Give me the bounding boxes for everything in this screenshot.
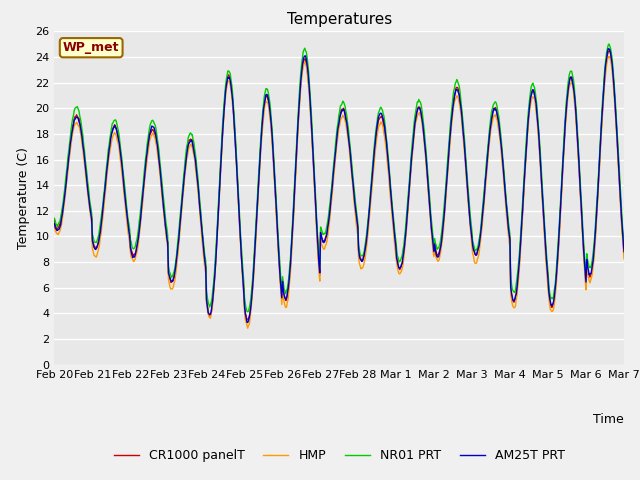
Line: HMP: HMP — [54, 57, 624, 328]
Legend: CR1000 panelT, HMP, NR01 PRT, AM25T PRT: CR1000 panelT, HMP, NR01 PRT, AM25T PRT — [109, 444, 570, 468]
Text: Time: Time — [593, 413, 624, 426]
AM25T PRT — [51, 221, 58, 227]
CR1000 panelT — [207, 310, 215, 315]
HMP — [426, 211, 434, 217]
CR1000 panelT — [410, 135, 417, 141]
AM25T PRT — [620, 249, 628, 255]
Y-axis label: Temperature (C): Temperature (C) — [17, 147, 29, 249]
CR1000 panelT — [426, 206, 434, 212]
Line: CR1000 panelT: CR1000 panelT — [54, 50, 624, 319]
HMP — [244, 325, 252, 331]
NR01 PRT — [605, 41, 612, 47]
AM25T PRT — [61, 193, 68, 199]
NR01 PRT — [207, 300, 215, 305]
NR01 PRT — [61, 186, 68, 192]
HMP — [61, 198, 68, 204]
HMP — [410, 141, 417, 147]
AM25T PRT — [120, 177, 127, 183]
HMP — [177, 214, 185, 220]
NR01 PRT — [120, 171, 127, 177]
NR01 PRT — [620, 241, 628, 247]
CR1000 panelT — [61, 192, 68, 197]
CR1000 panelT — [620, 250, 628, 256]
CR1000 panelT — [243, 316, 251, 322]
NR01 PRT — [244, 309, 252, 315]
Text: WP_met: WP_met — [63, 41, 120, 54]
CR1000 panelT — [606, 48, 614, 53]
Title: Temperatures: Temperatures — [287, 12, 392, 27]
CR1000 panelT — [177, 209, 185, 215]
HMP — [604, 54, 612, 60]
AM25T PRT — [410, 138, 417, 144]
NR01 PRT — [51, 216, 58, 221]
AM25T PRT — [244, 320, 252, 325]
NR01 PRT — [177, 202, 185, 208]
Line: AM25T PRT: AM25T PRT — [54, 49, 624, 323]
AM25T PRT — [177, 207, 185, 213]
NR01 PRT — [426, 198, 434, 204]
AM25T PRT — [426, 206, 434, 212]
AM25T PRT — [207, 308, 215, 314]
NR01 PRT — [410, 130, 417, 136]
HMP — [120, 184, 127, 190]
AM25T PRT — [605, 46, 612, 52]
CR1000 panelT — [120, 176, 127, 181]
HMP — [620, 256, 628, 262]
CR1000 panelT — [51, 217, 58, 223]
HMP — [207, 311, 215, 316]
Line: NR01 PRT: NR01 PRT — [54, 44, 624, 312]
HMP — [51, 224, 58, 229]
